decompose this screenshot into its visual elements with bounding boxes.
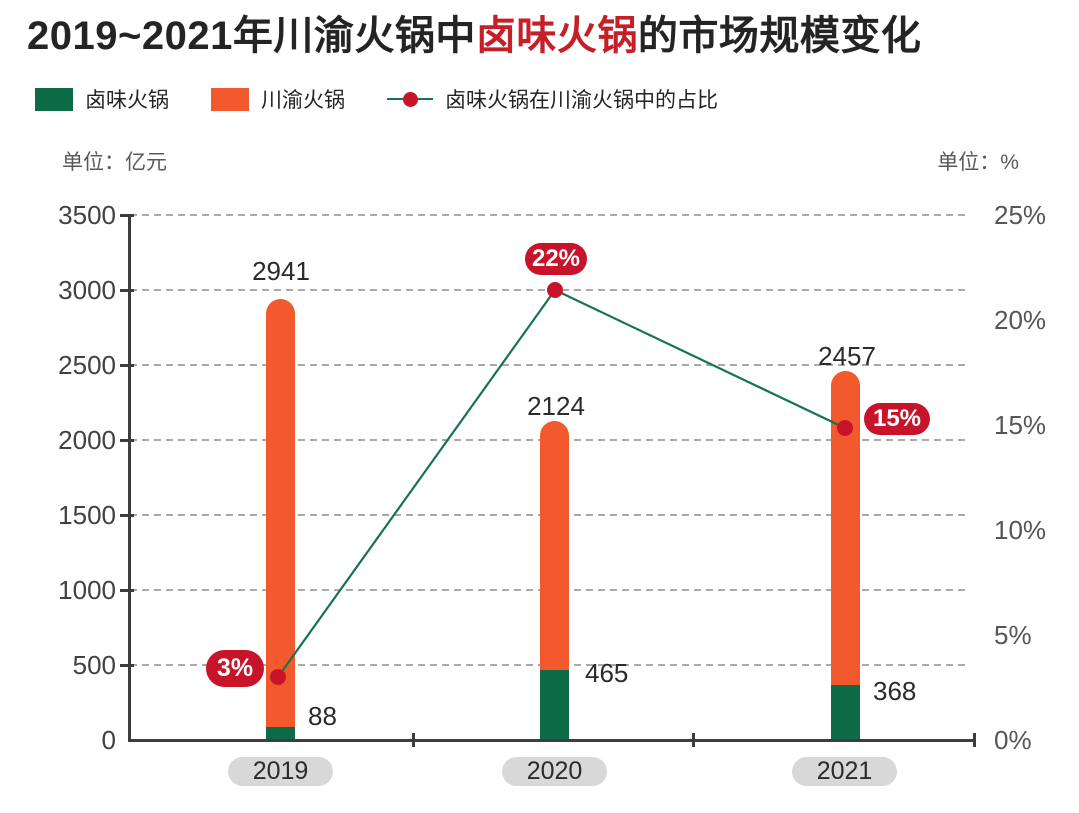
percent-badge-2019: 3% — [206, 650, 264, 687]
right-axis-unit-label: 单位：% — [937, 151, 1019, 174]
left-axis-label: 3000 — [58, 275, 116, 305]
x-axis-tick — [692, 733, 695, 747]
value-label-2941: 2941 — [252, 256, 310, 286]
category-label-2020: 2020 — [502, 757, 607, 786]
left-axis-label: 3500 — [58, 200, 116, 230]
line-marker-icon — [387, 91, 433, 107]
legend-label: 川渝火锅 — [261, 89, 345, 112]
y-axis-tick — [120, 664, 134, 667]
title-suffix: 的市场规模变化 — [637, 14, 922, 58]
legend-item-ratio: 卤味火锅在川渝火锅中的占比 — [387, 84, 718, 114]
left-axis-label: 1500 — [58, 500, 116, 530]
y-axis-tick — [120, 439, 134, 442]
right-axis-label: 20% — [994, 305, 1047, 335]
bar-2019-chuanyu — [266, 299, 295, 740]
bar-2021-luwei — [831, 685, 860, 740]
gridline — [130, 289, 968, 291]
legend: 卤味火锅 川渝火锅 卤味火锅在川渝火锅中的占比 — [35, 85, 718, 113]
gridline — [130, 214, 968, 216]
green-swatch-icon — [35, 87, 73, 111]
percent-badge-2020: 22% — [525, 243, 587, 275]
x-axis-tick — [412, 733, 415, 747]
category-label-2021: 2021 — [792, 757, 897, 786]
right-axis-label: 25% — [994, 200, 1047, 230]
right-axis-label: 5% — [994, 620, 1032, 650]
title-highlight: 卤味火锅 — [475, 14, 638, 58]
category-label-2019: 2019 — [228, 757, 333, 786]
y-axis-tick — [120, 589, 134, 592]
legend-item-luwei: 卤味火锅 — [35, 84, 169, 114]
orange-swatch-icon — [211, 87, 249, 111]
y-axis-tick — [120, 364, 134, 367]
legend-item-chuanyu: 川渝火锅 — [211, 84, 345, 114]
legend-label: 卤味火锅在川渝火锅中的占比 — [445, 89, 718, 112]
left-axis-unit-label: 单位：亿元 — [62, 151, 167, 174]
y-axis-tick — [120, 514, 134, 517]
left-y-axis-line — [128, 214, 131, 742]
left-axis-label: 0 — [101, 725, 116, 755]
left-axis-label: 2000 — [58, 425, 116, 455]
right-axis-label: 10% — [994, 515, 1047, 545]
left-axis-label: 1000 — [58, 575, 116, 605]
value-label-2124: 2124 — [527, 391, 585, 421]
value-label-465: 465 — [585, 658, 629, 688]
value-label-88: 88 — [308, 701, 337, 731]
x-axis-line — [128, 739, 976, 742]
left-axis-label: 500 — [72, 650, 116, 680]
right-axis-label: 0% — [994, 725, 1032, 755]
value-label-368: 368 — [873, 676, 917, 706]
legend-label: 卤味火锅 — [85, 89, 169, 112]
page-title: 2019~2021年川渝火锅中卤味火锅的市场规模变化 — [27, 12, 921, 60]
y-axis-tick — [120, 214, 134, 217]
percent-badge-2021: 15% — [864, 403, 930, 435]
bar-2019-luwei — [266, 727, 295, 740]
right-axis-label: 15% — [994, 410, 1047, 440]
left-axis-label: 2500 — [58, 350, 116, 380]
bar-2020-luwei — [540, 670, 569, 740]
title-prefix: 2019~2021年川渝火锅中 — [27, 14, 476, 58]
value-label-2457: 2457 — [818, 341, 876, 371]
x-axis-tick — [973, 733, 976, 747]
y-axis-tick — [120, 289, 134, 292]
